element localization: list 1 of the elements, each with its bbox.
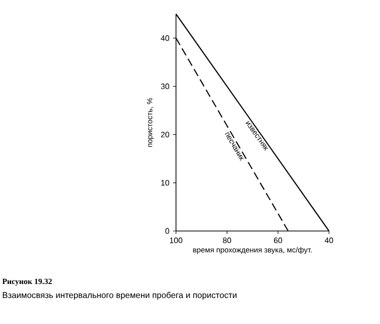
- text: Взаимосвязь интервального времени пробега и пористости: [2, 292, 236, 300]
